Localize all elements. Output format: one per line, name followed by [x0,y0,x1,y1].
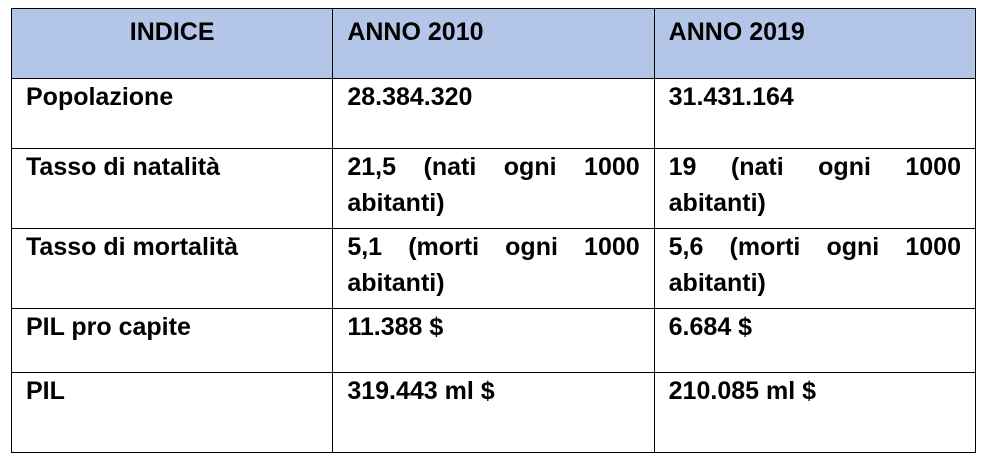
row-label: Tasso di natalità [10,148,334,229]
header-anno-2019: ANNO 2019 [653,8,977,79]
cell-2019: 5,6 (morti ogni 1000 abitanti) [653,228,977,309]
cell-2010: 319.443 ml $ [332,372,655,453]
header-indice: INDICE [10,8,334,79]
cell-2010: 5,1 (morti ogni 1000 abitanti) [332,228,655,309]
cell-2019: 19 (nati ogni 1000 abitanti) [653,148,977,229]
row-label: Tasso di mortalità [10,228,334,309]
table-row: PIL pro capite 11.388 $ 6.684 $ [10,308,977,373]
table-row: Popolazione 28.384.320 31.431.164 [10,78,977,149]
table-row: Tasso di mortalità 5,1 (morti ogni 1000 … [10,228,977,309]
table-header-row: INDICE ANNO 2010 ANNO 2019 [10,8,977,79]
cell-2010: 21,5 (nati ogni 1000 abitanti) [332,148,655,229]
row-label: Popolazione [10,78,334,149]
table-row: PIL 319.443 ml $ 210.085 ml $ [10,372,977,453]
cell-2010: 11.388 $ [332,308,655,373]
cell-2019: 210.085 ml $ [653,372,977,453]
cell-2010: 28.384.320 [332,78,655,149]
table-row: Tasso di natalità 21,5 (nati ogni 1000 a… [10,148,977,229]
row-label: PIL [10,372,334,453]
cell-2019: 31.431.164 [653,78,977,149]
cell-2019: 6.684 $ [653,308,977,373]
header-anno-2010: ANNO 2010 [332,8,655,79]
data-table: INDICE ANNO 2010 ANNO 2019 Popolazione 2… [10,8,977,453]
row-label: PIL pro capite [10,308,334,373]
